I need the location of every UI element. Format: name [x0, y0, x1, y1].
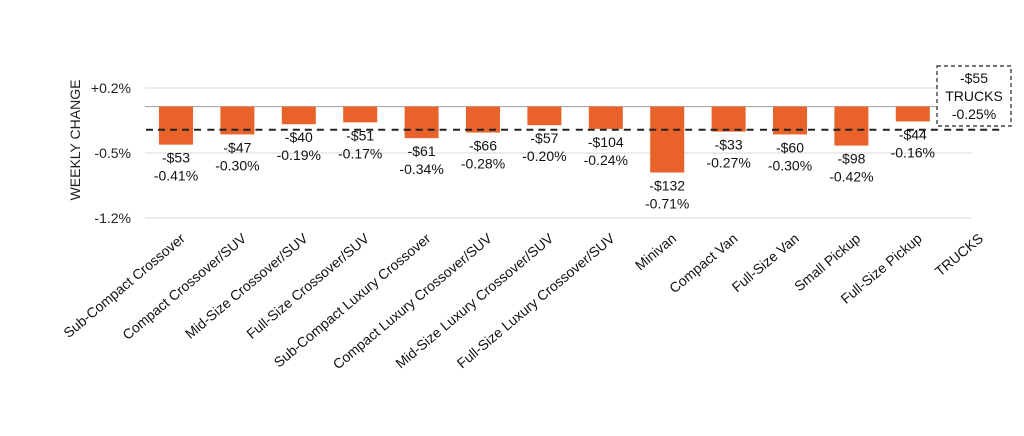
bar [281, 106, 316, 125]
bar [466, 106, 500, 133]
x-category-label: Full-Size Van [729, 230, 802, 295]
summary-percent: -0.25% [952, 106, 996, 122]
x-category-label: Mid-Size Crossover/SUV [182, 230, 311, 342]
data-label-dollar: -$40 [285, 129, 313, 145]
data-label-percent: -0.19% [277, 147, 321, 163]
data-label-dollar: -$132 [649, 178, 685, 194]
data-label-dollar: -$44 [899, 126, 927, 142]
bar [895, 106, 930, 122]
y-axis: +0.2% -0.5% -1.2% [91, 80, 131, 226]
x-category-label: TRUCKS [932, 230, 986, 279]
y-tick-label: -1.2% [94, 210, 131, 226]
bar [527, 106, 562, 126]
data-label-dollar: -$33 [715, 137, 743, 153]
summary-dollar: -$55 [960, 70, 988, 86]
y-tick-label: -0.5% [94, 145, 131, 161]
data-label-percent: -0.20% [522, 148, 566, 164]
data-label-dollar: -$51 [346, 127, 374, 143]
data-label-percent: -0.30% [768, 157, 812, 173]
y-tick-label: +0.2% [91, 80, 131, 96]
y-axis-label: WEEKLY CHANGE [67, 80, 83, 201]
summary-name: TRUCKS [945, 88, 1003, 104]
data-label-percent: -0.42% [829, 169, 873, 185]
summary-box-frame [936, 65, 1012, 127]
data-label-dollar: -$57 [530, 130, 558, 146]
data-label-percent: -0.30% [215, 157, 259, 173]
bar [159, 106, 193, 145]
bar [343, 106, 378, 123]
data-labels: -$53 -0.41% -$47 -0.30% -$40 -0.19% -$51 -0.17%… [154, 126, 935, 211]
bar [650, 106, 685, 173]
x-category-label: Compact Crossover/SUV [119, 230, 250, 343]
data-label-percent: -0.41% [154, 168, 198, 184]
bar [834, 106, 869, 146]
trucks-summary-box: -$55 TRUCKS -0.25% [936, 65, 1012, 127]
x-category-label: Sub-Compact Crossover [60, 230, 188, 341]
data-label-percent: -0.16% [891, 144, 935, 160]
data-label-dollar: -$60 [776, 139, 804, 155]
data-label-percent: -0.24% [584, 152, 628, 168]
data-label-dollar: -$66 [469, 138, 497, 154]
data-label-dollar: -$98 [837, 151, 865, 167]
data-label-dollar: -$61 [408, 143, 436, 159]
bar [711, 106, 746, 132]
bars [159, 106, 930, 173]
x-category-label: Minivan [632, 230, 679, 273]
x-category-label: Full-Size Crossover/SUV [243, 230, 372, 342]
data-label-percent: -0.27% [706, 155, 750, 171]
data-label-dollar: -$47 [223, 139, 251, 155]
data-label-percent: -0.28% [461, 156, 505, 172]
x-category-label: Compact Van [666, 230, 740, 296]
bar [588, 106, 623, 129]
data-label-percent: -0.71% [645, 196, 689, 212]
data-label-dollar: -$104 [588, 134, 624, 150]
bar [404, 106, 439, 139]
data-label-dollar: -$53 [162, 150, 190, 166]
data-label-percent: -0.17% [338, 145, 382, 161]
data-label-percent: -0.34% [399, 161, 443, 177]
